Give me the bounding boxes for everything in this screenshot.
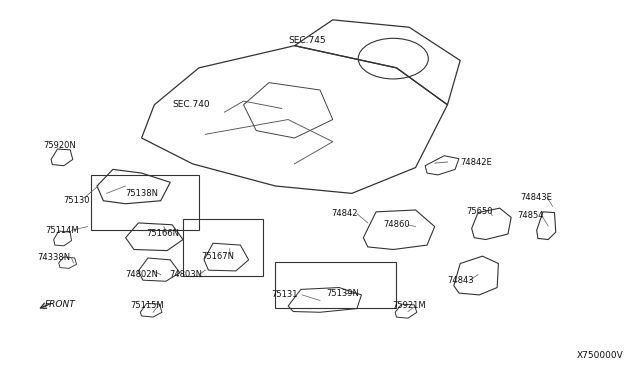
Text: 74842: 74842 (331, 209, 358, 218)
Text: 75130: 75130 (63, 196, 90, 205)
Text: 75138N: 75138N (125, 189, 158, 198)
Text: SEC.745: SEC.745 (289, 36, 326, 45)
Text: 74802N: 74802N (125, 270, 158, 279)
Text: 74843: 74843 (447, 276, 474, 285)
Text: 74860: 74860 (383, 220, 410, 229)
Text: 75920N: 75920N (44, 141, 76, 150)
Text: 74842E: 74842E (460, 157, 492, 167)
Text: FRONT: FRONT (45, 300, 76, 310)
Text: 75139N: 75139N (326, 289, 359, 298)
Text: 75114M: 75114M (45, 226, 79, 235)
Text: 75167N: 75167N (202, 251, 234, 261)
Text: 75166N: 75166N (146, 230, 179, 238)
Text: 75131: 75131 (272, 291, 298, 299)
Text: 74854: 74854 (517, 211, 543, 220)
Text: 74803N: 74803N (170, 270, 203, 279)
Text: 74843E: 74843E (521, 193, 552, 202)
Text: X750000V: X750000V (577, 350, 624, 360)
Text: SEC.740: SEC.740 (172, 100, 210, 109)
Text: 75921M: 75921M (392, 301, 426, 311)
Text: 74338N: 74338N (37, 253, 70, 263)
Text: 75115M: 75115M (130, 301, 163, 311)
Text: 75650: 75650 (466, 207, 493, 217)
